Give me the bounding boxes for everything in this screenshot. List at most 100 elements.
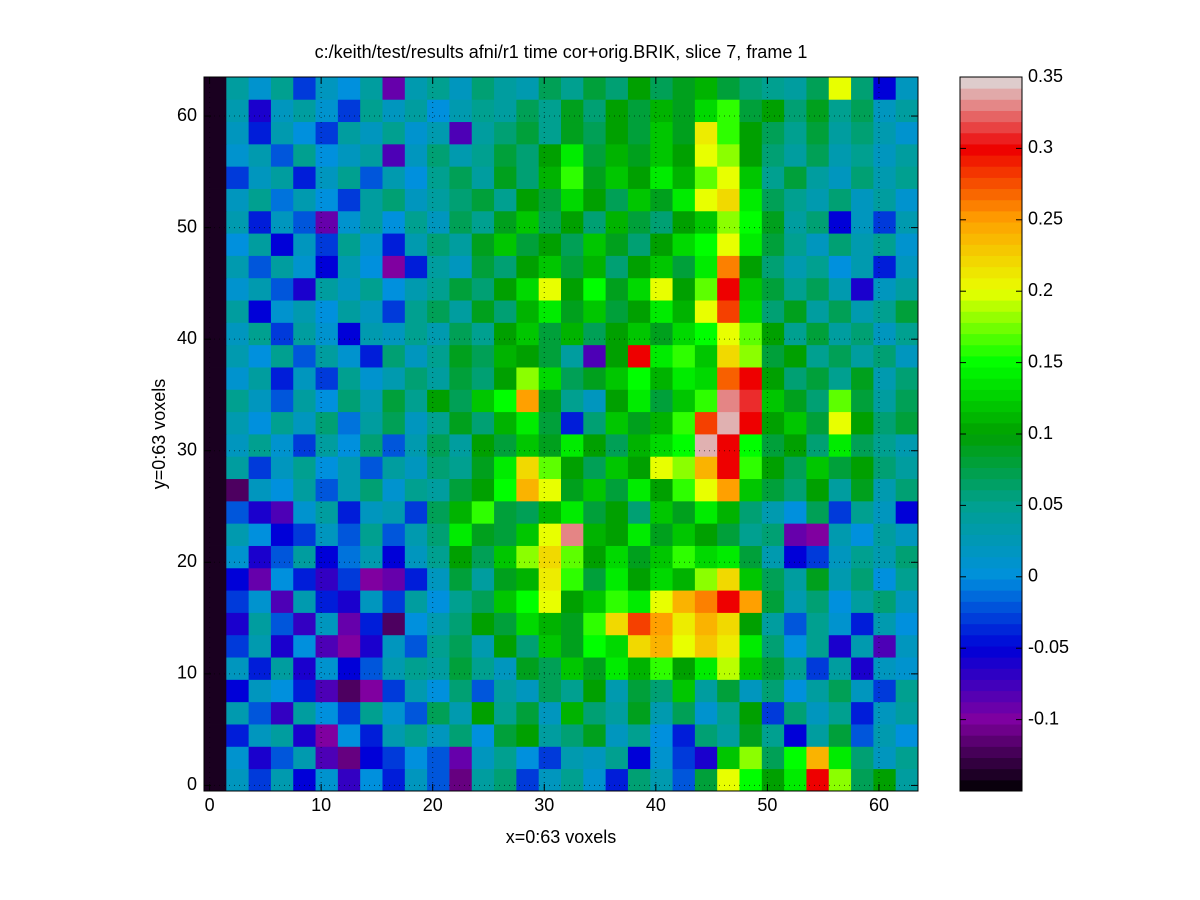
heatmap-cell xyxy=(315,567,339,591)
heatmap-cell xyxy=(739,657,763,680)
y-tick-label: 40 xyxy=(177,328,197,348)
heatmap-cell xyxy=(449,523,473,546)
heatmap-cell xyxy=(449,545,473,569)
y-tick-label: 30 xyxy=(177,439,197,459)
heatmap-cell xyxy=(583,277,607,301)
y-tick-label: 20 xyxy=(177,551,197,571)
heatmap-cell xyxy=(561,277,584,301)
heatmap-cell xyxy=(806,634,830,658)
heatmap-cell xyxy=(739,411,763,435)
heatmap-cell xyxy=(806,322,830,346)
heatmap-cell xyxy=(806,121,830,145)
colorbar-band xyxy=(960,590,1022,602)
heatmap-cell xyxy=(717,545,740,569)
heatmap-cell xyxy=(717,300,740,323)
heatmap-cell xyxy=(449,210,473,234)
heatmap-cell xyxy=(248,634,272,658)
heatmap-cell xyxy=(382,143,406,167)
colorbar-band xyxy=(960,735,1022,747)
heatmap-cell xyxy=(226,545,250,569)
heatmap-cell xyxy=(672,210,696,234)
heatmap-cell xyxy=(248,456,272,480)
heatmap-cell xyxy=(427,255,450,279)
heatmap-cell xyxy=(761,188,785,212)
heatmap-cell xyxy=(248,724,272,747)
heatmap-cell xyxy=(561,121,584,145)
heatmap-cell xyxy=(895,411,919,435)
heatmap-cell xyxy=(605,300,629,323)
heatmap-cell xyxy=(404,344,428,368)
heatmap-cell xyxy=(248,367,272,390)
heatmap-cell xyxy=(761,77,785,100)
heatmap-cell xyxy=(315,434,339,457)
heatmap-cell xyxy=(360,233,383,256)
heatmap-cell xyxy=(851,344,874,368)
heatmap-cell xyxy=(784,389,807,413)
heatmap-cell xyxy=(583,746,607,770)
colorbar-band xyxy=(960,523,1022,535)
heatmap-cell xyxy=(226,166,250,189)
colorbar-band xyxy=(960,344,1022,357)
heatmap-cell xyxy=(315,277,339,301)
heatmap-cell xyxy=(360,545,383,569)
heatmap-cell xyxy=(494,523,517,546)
heatmap-cell xyxy=(204,255,227,279)
heatmap-cell xyxy=(583,166,607,189)
heatmap-cell xyxy=(382,210,406,234)
colorbar-band xyxy=(960,188,1022,201)
heatmap-cell xyxy=(761,701,785,725)
heatmap-cell xyxy=(471,411,495,435)
heatmap-cell xyxy=(605,545,629,569)
heatmap-cell xyxy=(427,210,450,234)
heatmap-cell xyxy=(449,634,473,658)
heatmap-cell xyxy=(561,478,584,502)
heatmap-cell xyxy=(293,657,316,680)
heatmap-cell xyxy=(427,456,450,480)
heatmap-cell xyxy=(851,590,874,613)
heatmap-cell xyxy=(270,768,294,792)
heatmap-cell xyxy=(717,634,740,658)
heatmap-cell xyxy=(226,389,250,413)
heatmap-cell xyxy=(427,411,450,435)
heatmap-cell xyxy=(248,567,272,591)
heatmap-cell xyxy=(561,545,584,569)
heatmap-cell xyxy=(627,523,651,546)
heatmap-cell xyxy=(761,367,785,390)
heatmap-cell xyxy=(516,657,540,680)
heatmap-cell xyxy=(270,679,294,703)
heatmap-cell xyxy=(471,434,495,457)
colorbar-band xyxy=(960,121,1022,134)
heatmap-cell xyxy=(471,389,495,413)
heatmap-cell xyxy=(382,657,406,680)
heatmap-cell xyxy=(672,143,696,167)
heatmap-cell xyxy=(516,434,540,457)
heatmap-cell xyxy=(605,389,629,413)
heatmap-cell xyxy=(694,657,718,680)
heatmap-cell xyxy=(248,344,272,368)
heatmap-cell xyxy=(694,567,718,591)
colorbar-tick-label: 0.3 xyxy=(1028,137,1053,157)
heatmap-cell xyxy=(382,77,406,100)
heatmap-cell xyxy=(583,768,607,792)
heatmap-cell xyxy=(270,634,294,658)
heatmap-cell xyxy=(605,478,629,502)
heatmap-cell xyxy=(739,389,763,413)
heatmap-cell xyxy=(471,77,495,100)
heatmap-cell xyxy=(895,434,919,457)
heatmap-cell xyxy=(717,456,740,480)
heatmap-cell xyxy=(538,701,562,725)
heatmap-cell xyxy=(449,590,473,613)
heatmap-cell xyxy=(605,634,629,658)
heatmap-cell xyxy=(494,188,517,212)
heatmap-cell xyxy=(627,121,651,145)
heatmap-cell xyxy=(739,367,763,390)
heatmap-cell xyxy=(315,545,339,569)
colorbar-band xyxy=(960,411,1022,424)
heatmap-cell xyxy=(672,478,696,502)
heatmap-cell xyxy=(828,657,852,680)
heatmap-cell xyxy=(583,389,607,413)
heatmap-cell xyxy=(427,500,450,524)
heatmap-cell xyxy=(382,411,406,435)
heatmap-cell xyxy=(561,701,584,725)
heatmap-cell xyxy=(739,434,763,457)
